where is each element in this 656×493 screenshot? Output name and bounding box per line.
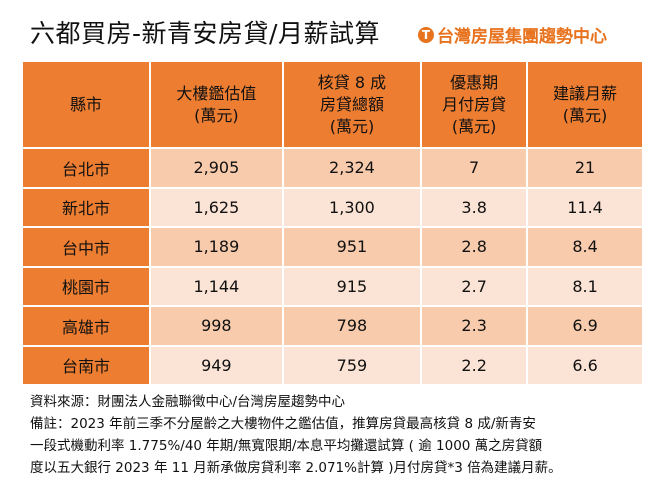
value-cell: 3.8 (420, 186, 529, 228)
value-cell: 2.7 (420, 265, 529, 307)
header-line: 月付房貸 (442, 94, 507, 114)
remark-line: 一段式機動利率 1.775%/40 年期/無寬限期/本息平均攤還試算 ( 逾 1… (30, 438, 543, 454)
value-cell: 11.4 (526, 186, 644, 228)
header-line: 縣市 (69, 94, 102, 114)
value-cell: 21 (526, 147, 644, 189)
header-line: 房貸總額 (319, 94, 384, 114)
value-cell: 998 (149, 305, 284, 347)
header-line: 核貸 8 成 (317, 72, 387, 92)
value-cell: 2,905 (149, 147, 284, 189)
value-cell: 759 (281, 344, 423, 386)
value-cell: 951 (281, 226, 423, 268)
value-cell: 8.1 (526, 265, 644, 307)
value-cell: 1,300 (281, 186, 423, 228)
column-header: 大樓鑑估值 (萬元) (149, 60, 284, 149)
value-cell: 2.2 (420, 344, 529, 386)
value-cell: 798 (281, 305, 423, 347)
column-header: 優惠期 月付房貸 (萬元) (420, 60, 529, 149)
remark-line: 度以五大銀行 2023 年 11 月新承做房貸利率 2.071%計算 )月付房貸… (30, 460, 562, 476)
header-line: 大樓鑑估值 (176, 83, 257, 103)
notes: 資料來源：財團法人金融聯徵中心/台灣房屋趨勢中心 備註：2023 年前三季不分屋… (30, 391, 562, 479)
value-cell: 6.9 (526, 305, 644, 347)
column-header: 縣市 (21, 60, 151, 149)
city-cell: 新北市 (21, 186, 151, 228)
city-cell: 台中市 (21, 226, 151, 268)
table-row: 台南市 949 759 2.2 6.6 (21, 344, 644, 386)
page-title: 六都買房-新青安房貸/月薪試算 (30, 19, 380, 48)
city-cell: 高雄市 (21, 305, 151, 347)
header-line: 建議月薪 (553, 83, 618, 103)
column-header: 核貸 8 成房貸總額 (萬元) (281, 60, 423, 149)
value-cell: 1,189 (149, 226, 284, 268)
value-cell: 1,144 (149, 265, 284, 307)
table-row: 桃園市 1,144 915 2.7 8.1 (21, 265, 644, 307)
header-line: (萬元) (329, 116, 375, 136)
value-cell: 6.6 (526, 344, 644, 386)
value-cell: 8.4 (526, 226, 644, 268)
value-cell: 2.8 (420, 226, 529, 268)
header-line: 優惠期 (450, 72, 499, 92)
value-cell: 915 (281, 265, 423, 307)
header-line: (萬元) (451, 116, 497, 136)
value-cell: 1,625 (149, 186, 284, 228)
table-row: 台中市 1,189 951 2.8 8.4 (21, 226, 644, 268)
loan-table: 縣市 大樓鑑估值 (萬元) 核貸 8 成房貸總額 (萬元) 優惠期 月付房貸 (萬元) 建議月薪… (21, 60, 644, 386)
logo-text: 台灣房屋集團趨勢中心 (437, 27, 607, 47)
value-cell: 2.3 (420, 305, 529, 347)
brand-logo: T 台灣房屋集團趨勢中心 (418, 22, 607, 47)
value-cell: 2,324 (281, 147, 423, 189)
table-row: 新北市 1,625 1,300 3.8 11.4 (21, 186, 644, 228)
value-cell: 7 (420, 147, 529, 189)
city-cell: 台北市 (21, 147, 151, 189)
city-cell: 桃園市 (21, 265, 151, 307)
city-cell: 台南市 (21, 344, 151, 386)
column-header: 建議月薪 (萬元) (526, 60, 644, 149)
table-row: 台北市 2,905 2,324 7 21 (21, 147, 644, 189)
remark-line: 備註：2023 年前三季不分屋齡之大樓物件之鑑估值，推算房貸最高核貸 8 成/新… (30, 416, 536, 432)
header-line: (萬元) (194, 105, 239, 125)
value-cell: 949 (149, 344, 284, 386)
header-line: (萬元) (562, 105, 608, 125)
source-note: 資料來源：財團法人金融聯徵中心/台灣房屋趨勢中心 (30, 394, 346, 410)
table-row: 高雄市 998 798 2.3 6.9 (21, 305, 644, 347)
t-circle-logo-icon: T (418, 26, 434, 43)
